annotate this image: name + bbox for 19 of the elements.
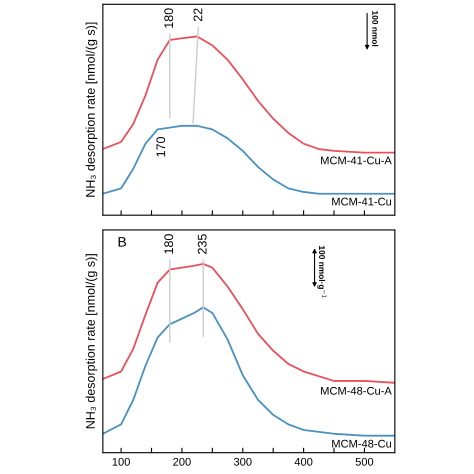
annotation: 100 nmol·g$^{−1}$ [317,246,327,298]
series-label: MCM-41-Cu-A [321,156,392,164]
annotation: 180 [164,234,174,254]
annotation: 180 [164,8,174,28]
annotation: 235 [198,234,207,254]
annotation: 100 nmol [372,11,378,46]
y-axis-title: NH₃ desorption rate [nmol/(g s)] [86,254,98,428]
annotation: 170 [156,137,166,156]
x-tick-label: 400 [294,458,312,466]
x-tick-label: 200 [173,458,191,466]
series-label: MCM-41-Cu [332,198,392,206]
annotation: 22 [193,8,202,22]
series-label: MCM-48-Cu [332,440,392,448]
text: B [118,237,126,247]
y-axis-title: NH₃ desorption rate [nmol/(g s)] [86,22,98,197]
series-label: MCM-48-Cu-A [321,386,392,395]
x-tick-label: 500 [356,458,374,466]
x-tick-label: 300 [234,458,252,466]
x-tick-label: 100 [112,458,130,466]
